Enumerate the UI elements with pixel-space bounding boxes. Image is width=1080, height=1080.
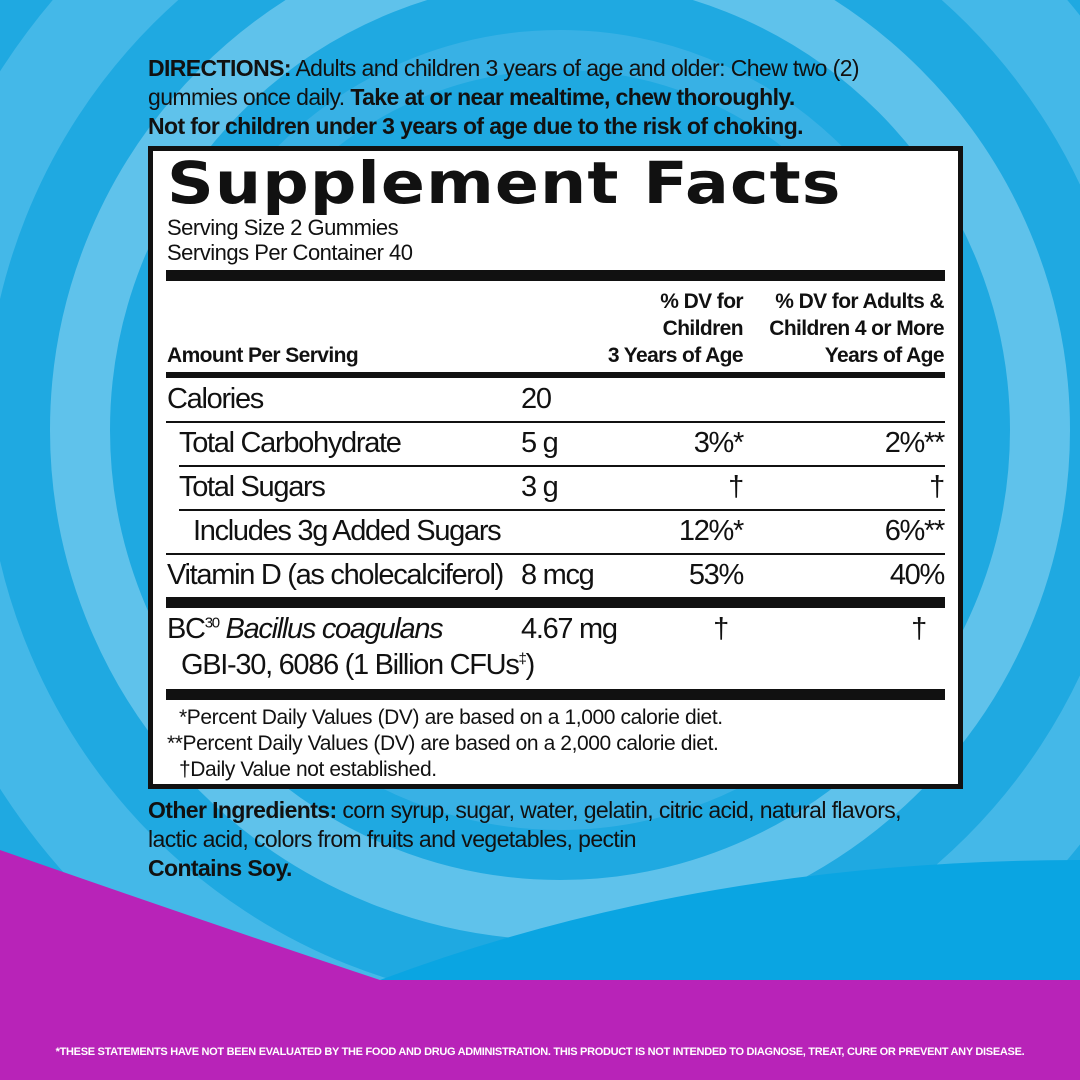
facts-title: Supplement Facts <box>167 149 842 217</box>
dv-adults-value: † <box>929 471 945 503</box>
ingredients-label: Other Ingredients: <box>148 797 337 823</box>
nutrient-name: Calories <box>167 383 264 415</box>
amount-header: Amount Per Serving <box>167 344 359 367</box>
dv-children-header: % DV for Children 3 Years of Age <box>607 288 744 369</box>
footnotes: *Percent Daily Values (DV) are based on … <box>167 705 723 783</box>
dv-adults-value: 2%** <box>884 427 946 459</box>
row-divider <box>166 421 945 423</box>
ingredients-text: corn syrup, sugar, water, gelatin, citri… <box>342 797 901 823</box>
divider <box>166 372 945 378</box>
servings-per-container: Servings Per Container 40 <box>167 240 413 265</box>
directions-bold: Take at or near mealtime, chew thoroughl… <box>350 84 795 110</box>
row-divider <box>179 509 945 511</box>
ingredients: Other Ingredients: corn syrup, sugar, wa… <box>148 796 902 883</box>
directions-text: Adults and children 3 years of age and o… <box>295 55 859 81</box>
directions-text: gummies once daily. <box>148 84 345 110</box>
serving-size: Serving Size 2 Gummies <box>167 215 399 240</box>
ingredients-text: lactic acid, colors from fruits and vege… <box>148 826 637 852</box>
choking-warning: Not for children under 3 years of age du… <box>148 113 804 139</box>
probiotic-amount: 4.67 mg <box>521 613 618 645</box>
dv-children-value: 3%* <box>693 427 745 459</box>
probiotic-strain: GBI-30, 6086 (1 Billion CFUs‡) <box>181 649 536 682</box>
header-line: 3 Years of Age <box>607 344 744 367</box>
header-line: % DV for <box>660 290 743 313</box>
header-line: Children 4 or More <box>769 317 944 340</box>
dv-adults-value: 40% <box>889 559 945 591</box>
nutrient-amount: 3 g <box>521 471 559 503</box>
nutrient-name: Total Sugars <box>179 471 326 503</box>
nutrient-amount: 8 mcg <box>521 559 595 591</box>
divider <box>166 689 945 700</box>
superscript: ‡ <box>518 650 527 668</box>
row-divider <box>179 465 945 467</box>
probiotic-name: BC30 Bacillus coagulans <box>167 613 444 646</box>
directions: DIRECTIONS: Adults and children 3 years … <box>148 54 860 141</box>
probiotic-dv-adults: † <box>911 613 927 645</box>
dv-adults-value: 6%** <box>884 515 946 547</box>
dv-children-value: 12%* <box>678 515 744 547</box>
probiotic-prefix: BC <box>167 613 206 645</box>
dv-adults-header: % DV for Adults & Children 4 or More Years… <box>769 288 944 369</box>
probiotic-dv-children: † <box>713 613 729 645</box>
nutrient-amount: 5 g <box>521 427 559 459</box>
directions-label: DIRECTIONS: <box>148 55 292 81</box>
footnote: **Percent Daily Values (DV) are based on… <box>167 732 719 755</box>
row-divider <box>166 553 945 555</box>
superscript: 30 <box>204 614 220 632</box>
header-line: % DV for Adults & <box>775 290 944 313</box>
divider <box>166 270 945 281</box>
nutrient-name: Vitamin D (as cholecalciferol) <box>167 559 504 591</box>
nutrient-name: Includes 3g Added Sugars <box>193 515 502 547</box>
dv-children-value: 53% <box>688 559 744 591</box>
footnote: †Daily Value not established. <box>179 758 437 781</box>
header-line: Children <box>662 317 744 340</box>
divider <box>166 597 945 608</box>
fda-disclaimer: *THESE STATEMENTS HAVE NOT BEEN EVALUATE… <box>55 1046 1025 1058</box>
probiotic-species: Bacillus coagulans <box>225 613 444 645</box>
supplement-facts-panel: Supplement Facts Serving Size 2 Gummies … <box>148 146 963 789</box>
dv-children-value: † <box>728 471 744 503</box>
allergen-statement: Contains Soy. <box>148 855 292 881</box>
nutrient-amount: 20 <box>521 383 552 415</box>
strain-text: GBI-30, 6086 (1 Billion CFUs <box>181 649 520 681</box>
footnote: *Percent Daily Values (DV) are based on … <box>179 706 723 729</box>
header-line: Years of Age <box>824 344 945 367</box>
strain-end: ) <box>525 649 536 681</box>
nutrient-name: Total Carbohydrate <box>179 427 402 459</box>
